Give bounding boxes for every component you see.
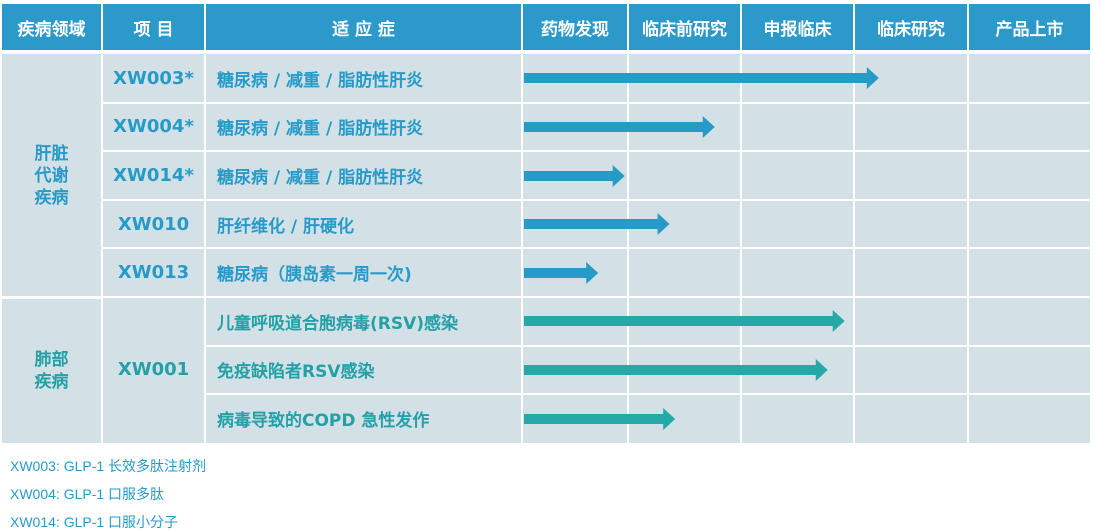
header-project: 项 目	[103, 4, 206, 50]
stage-cell	[969, 345, 1090, 395]
stage-cell	[855, 102, 969, 152]
stage-cell	[969, 248, 1090, 297]
progress-arrow	[524, 261, 599, 285]
row-divider	[103, 101, 1090, 104]
pipeline-table: 疾病领域 项 目 适 应 症 药物发现 临床前研究 申报临床 临床研究 产品上市…	[2, 4, 1090, 443]
area-cell-lung: 肺部 疾病	[2, 299, 103, 443]
project-code: XW004*	[103, 102, 206, 152]
stage-cell	[855, 394, 969, 443]
progress-arrow	[524, 115, 715, 139]
header-stage-preclinical: 临床前研究	[629, 4, 742, 50]
progress-arrow	[524, 358, 828, 382]
project-code: XW014*	[103, 151, 206, 200]
indication-label: 肝纤维化 / 肝硬化	[206, 199, 523, 249]
progress-arrow	[524, 212, 670, 236]
stage-cell	[742, 248, 855, 297]
stage-cell	[969, 394, 1090, 443]
stage-cell	[969, 297, 1090, 346]
stage-cell	[629, 151, 742, 200]
stage-cell	[629, 248, 742, 297]
indication-label: 糖尿病 / 减重 / 脂肪性肝炎	[206, 151, 523, 200]
indication-label: 糖尿病 / 减重 / 脂肪性肝炎	[206, 102, 523, 152]
stage-cell	[855, 345, 969, 395]
stage-cell	[855, 199, 969, 249]
stage-cell	[742, 102, 855, 152]
progress-arrow	[524, 309, 845, 333]
row-divider	[2, 296, 1090, 298]
stage-cell	[969, 54, 1090, 103]
stage-cell	[855, 248, 969, 297]
project-code: XW010	[103, 199, 206, 249]
indication-label: 免疫缺陷者RSV感染	[206, 345, 523, 395]
indication-label: 儿童呼吸道合胞病毒(RSV)感染	[206, 297, 523, 346]
stage-cell	[969, 199, 1090, 249]
area-cell-liver: 肝脏 代谢 疾病	[2, 54, 103, 297]
indication-label: 糖尿病 / 减重 / 脂肪性肝炎	[206, 54, 523, 103]
indication-label: 病毒导致的COPD 急性发作	[206, 394, 523, 443]
stage-cell	[855, 151, 969, 200]
indication-label: 糖尿病（胰岛素一周一次)	[206, 248, 523, 297]
header-stage-discovery: 药物发现	[523, 4, 629, 50]
stage-cell	[969, 151, 1090, 200]
stage-cell	[742, 151, 855, 200]
header-indication: 适 应 症	[206, 4, 523, 50]
footnote-xw004: XW004: GLP-1 口服多肽	[10, 486, 165, 502]
row-divider	[206, 393, 1090, 396]
stage-cell	[969, 102, 1090, 152]
project-code: XW003*	[103, 54, 206, 103]
stage-cell	[742, 394, 855, 443]
row-divider	[103, 150, 1090, 153]
progress-arrow	[524, 407, 676, 431]
project-code: XW001	[103, 297, 206, 443]
header-disease-area: 疾病领域	[2, 4, 103, 50]
header-stage-market: 产品上市	[969, 4, 1090, 50]
row-divider	[206, 344, 1090, 347]
footnote-xw014: XW014: GLP-1 口服小分子	[10, 514, 179, 530]
project-code: XW013	[103, 248, 206, 297]
progress-arrow	[524, 164, 625, 188]
row-divider	[103, 247, 1090, 250]
row-divider	[103, 198, 1090, 201]
stage-cell	[742, 199, 855, 249]
footnote-xw003: XW003: GLP-1 长效多肽注射剂	[10, 458, 207, 474]
progress-arrow	[524, 66, 879, 90]
stage-cell	[855, 297, 969, 346]
header-stage-ind: 申报临床	[742, 4, 855, 50]
header-stage-clinical: 临床研究	[855, 4, 969, 50]
